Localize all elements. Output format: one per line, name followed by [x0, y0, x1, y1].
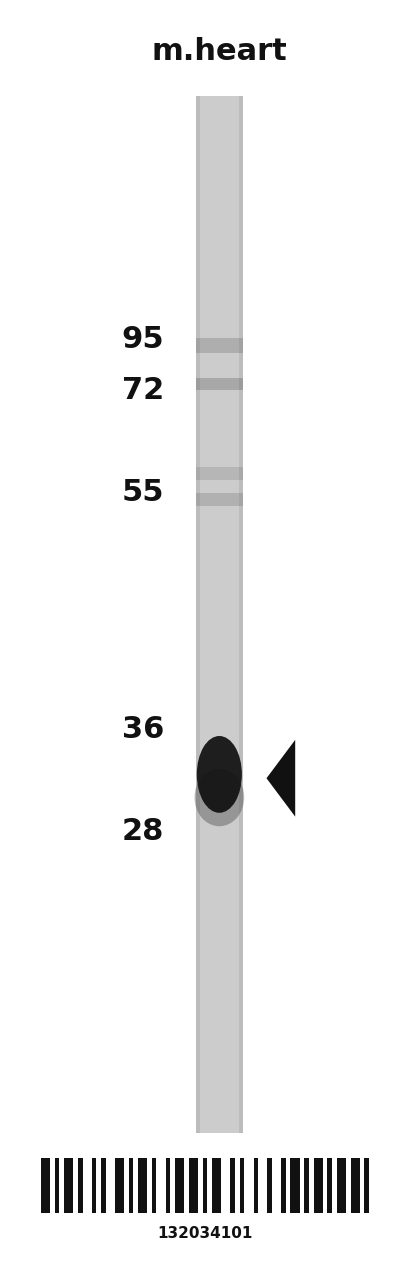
Text: 28: 28 [121, 818, 164, 846]
Bar [115, 1158, 124, 1213]
Bar [327, 1158, 331, 1213]
Polygon shape [266, 740, 294, 817]
Bar [239, 1158, 244, 1213]
Bar [189, 1158, 198, 1213]
Bar [281, 1158, 285, 1213]
Bar [175, 1158, 184, 1213]
Bar [128, 1158, 133, 1213]
Bar [336, 1158, 345, 1213]
Bar [202, 1158, 207, 1213]
Bar [92, 1158, 96, 1213]
Bar [64, 1158, 73, 1213]
Bar [138, 1158, 147, 1213]
Bar [267, 1158, 271, 1213]
Text: m.heart: m.heart [151, 37, 287, 65]
Bar [101, 1158, 106, 1213]
Bar [196, 96, 200, 1133]
Bar [41, 1158, 50, 1213]
Bar [196, 96, 242, 1133]
Bar [350, 1158, 359, 1213]
Ellipse shape [194, 768, 244, 827]
Bar [364, 1158, 368, 1213]
Bar [238, 96, 242, 1133]
Text: 55: 55 [121, 479, 164, 507]
Text: 95: 95 [121, 325, 164, 353]
Bar [78, 1158, 82, 1213]
Bar [196, 493, 242, 506]
Bar [230, 1158, 234, 1213]
Bar [253, 1158, 258, 1213]
Bar [196, 467, 242, 480]
Bar [313, 1158, 322, 1213]
Bar [55, 1158, 59, 1213]
Text: 132034101: 132034101 [157, 1226, 252, 1242]
Ellipse shape [196, 736, 241, 813]
Text: 72: 72 [121, 376, 164, 404]
Bar [151, 1158, 156, 1213]
Text: 36: 36 [121, 716, 164, 744]
Bar [290, 1158, 299, 1213]
Bar [303, 1158, 308, 1213]
Bar [196, 338, 242, 353]
Bar [211, 1158, 220, 1213]
Bar [196, 378, 242, 390]
Bar [165, 1158, 170, 1213]
